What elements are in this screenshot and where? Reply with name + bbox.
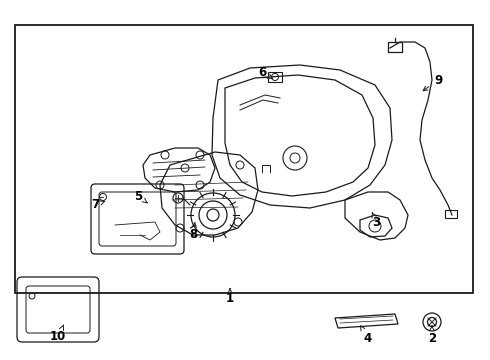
Text: 9: 9	[423, 73, 442, 91]
Bar	[268, 72, 282, 82]
Text: 1: 1	[226, 289, 234, 305]
Text: 6: 6	[258, 67, 272, 80]
Text: 8: 8	[189, 223, 197, 242]
Text: 3: 3	[372, 213, 380, 229]
Text: 2: 2	[428, 326, 436, 345]
Bar	[445, 210, 457, 218]
Bar	[15, 25, 473, 293]
Text: 4: 4	[361, 326, 372, 345]
Text: 7: 7	[91, 198, 105, 211]
Text: 10: 10	[50, 325, 66, 343]
Text: 5: 5	[134, 189, 147, 203]
